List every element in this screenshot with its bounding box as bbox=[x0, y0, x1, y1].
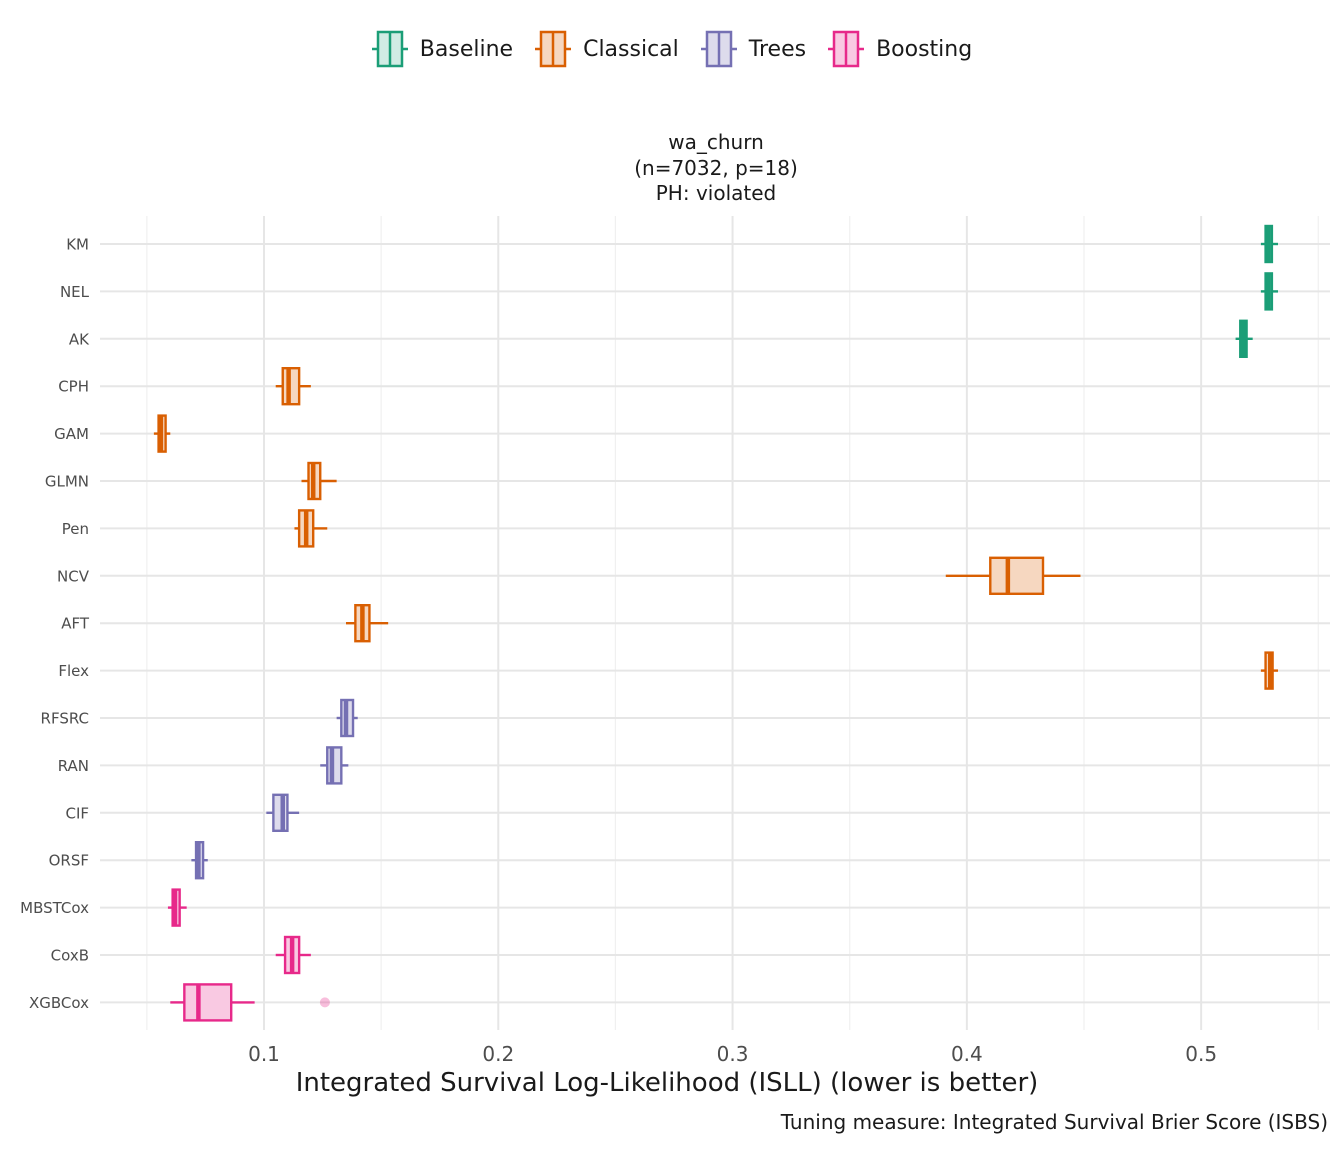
panel-title-line2: (n=7032, p=18) bbox=[634, 155, 798, 180]
caption: Tuning measure: Integrated Survival Brie… bbox=[780, 1110, 1328, 1134]
y-tick-label-cif: CIF bbox=[65, 804, 89, 822]
x-tick-label: 0.2 bbox=[482, 1042, 514, 1066]
panel-title: wa_churn (n=7032, p=18) PH: violated bbox=[600, 130, 832, 207]
y-tick-label-gam: GAM bbox=[54, 425, 89, 443]
legend-item-boosting: Boosting bbox=[828, 30, 972, 68]
x-tick-label: 0.1 bbox=[248, 1042, 280, 1066]
y-tick-label-pen: Pen bbox=[62, 520, 89, 538]
legend-item-baseline: Baseline bbox=[371, 30, 514, 68]
y-tick-label-coxb: CoxB bbox=[51, 947, 89, 965]
y-tick-label-km: KM bbox=[66, 236, 89, 254]
y-tick-label-glmn: GLMN bbox=[45, 473, 89, 491]
x-tick-label: 0.3 bbox=[717, 1042, 749, 1066]
legend-label-classical: Classical bbox=[583, 36, 679, 62]
legend-label-boosting: Boosting bbox=[876, 36, 973, 62]
legend: Baseline Classical Trees Boosting bbox=[0, 30, 1344, 68]
x-tick-label: 0.4 bbox=[951, 1042, 983, 1066]
x-tick-label: 0.5 bbox=[1185, 1042, 1217, 1066]
y-tick-label-ncv: NCV bbox=[57, 567, 90, 585]
box-ncv bbox=[989, 556, 1045, 595]
legend-key-baseline bbox=[371, 30, 408, 68]
legend-label-trees: Trees bbox=[748, 36, 807, 62]
outlier-xgbcox bbox=[319, 997, 330, 1008]
y-tick-label-rfsrc: RFSRC bbox=[41, 710, 89, 728]
box-xgbcox bbox=[183, 983, 233, 1022]
legend-item-classical: Classical bbox=[535, 30, 679, 68]
y-tick-label-flex: Flex bbox=[58, 662, 89, 680]
legend-label-baseline: Baseline bbox=[419, 36, 514, 62]
y-tick-label-nel: NEL bbox=[60, 283, 90, 301]
legend-item-trees: Trees bbox=[700, 30, 807, 68]
panel-title-line1: wa_churn bbox=[668, 130, 764, 154]
y-tick-label-aft: AFT bbox=[61, 615, 90, 633]
box-ran bbox=[326, 746, 343, 785]
y-tick-label-xgbcox: XGBCox bbox=[29, 994, 89, 1012]
panel-title-line3: PH: violated bbox=[655, 181, 777, 205]
x-axis-title: Integrated Survival Log-Likelihood (ISLL… bbox=[295, 1068, 1039, 1098]
y-tick-label-ak: AK bbox=[69, 330, 90, 348]
y-tick-label-mbstcox: MBSTCox bbox=[20, 899, 89, 917]
legend-key-trees bbox=[700, 30, 737, 68]
legend-key-boosting bbox=[828, 30, 865, 68]
box-cif bbox=[272, 793, 289, 832]
legend-key-classical bbox=[535, 30, 572, 68]
y-tick-label-cph: CPH bbox=[58, 378, 89, 396]
y-tick-label-orsf: ORSF bbox=[49, 852, 89, 870]
box-cph bbox=[281, 367, 301, 406]
y-tick-label-ran: RAN bbox=[58, 757, 89, 775]
